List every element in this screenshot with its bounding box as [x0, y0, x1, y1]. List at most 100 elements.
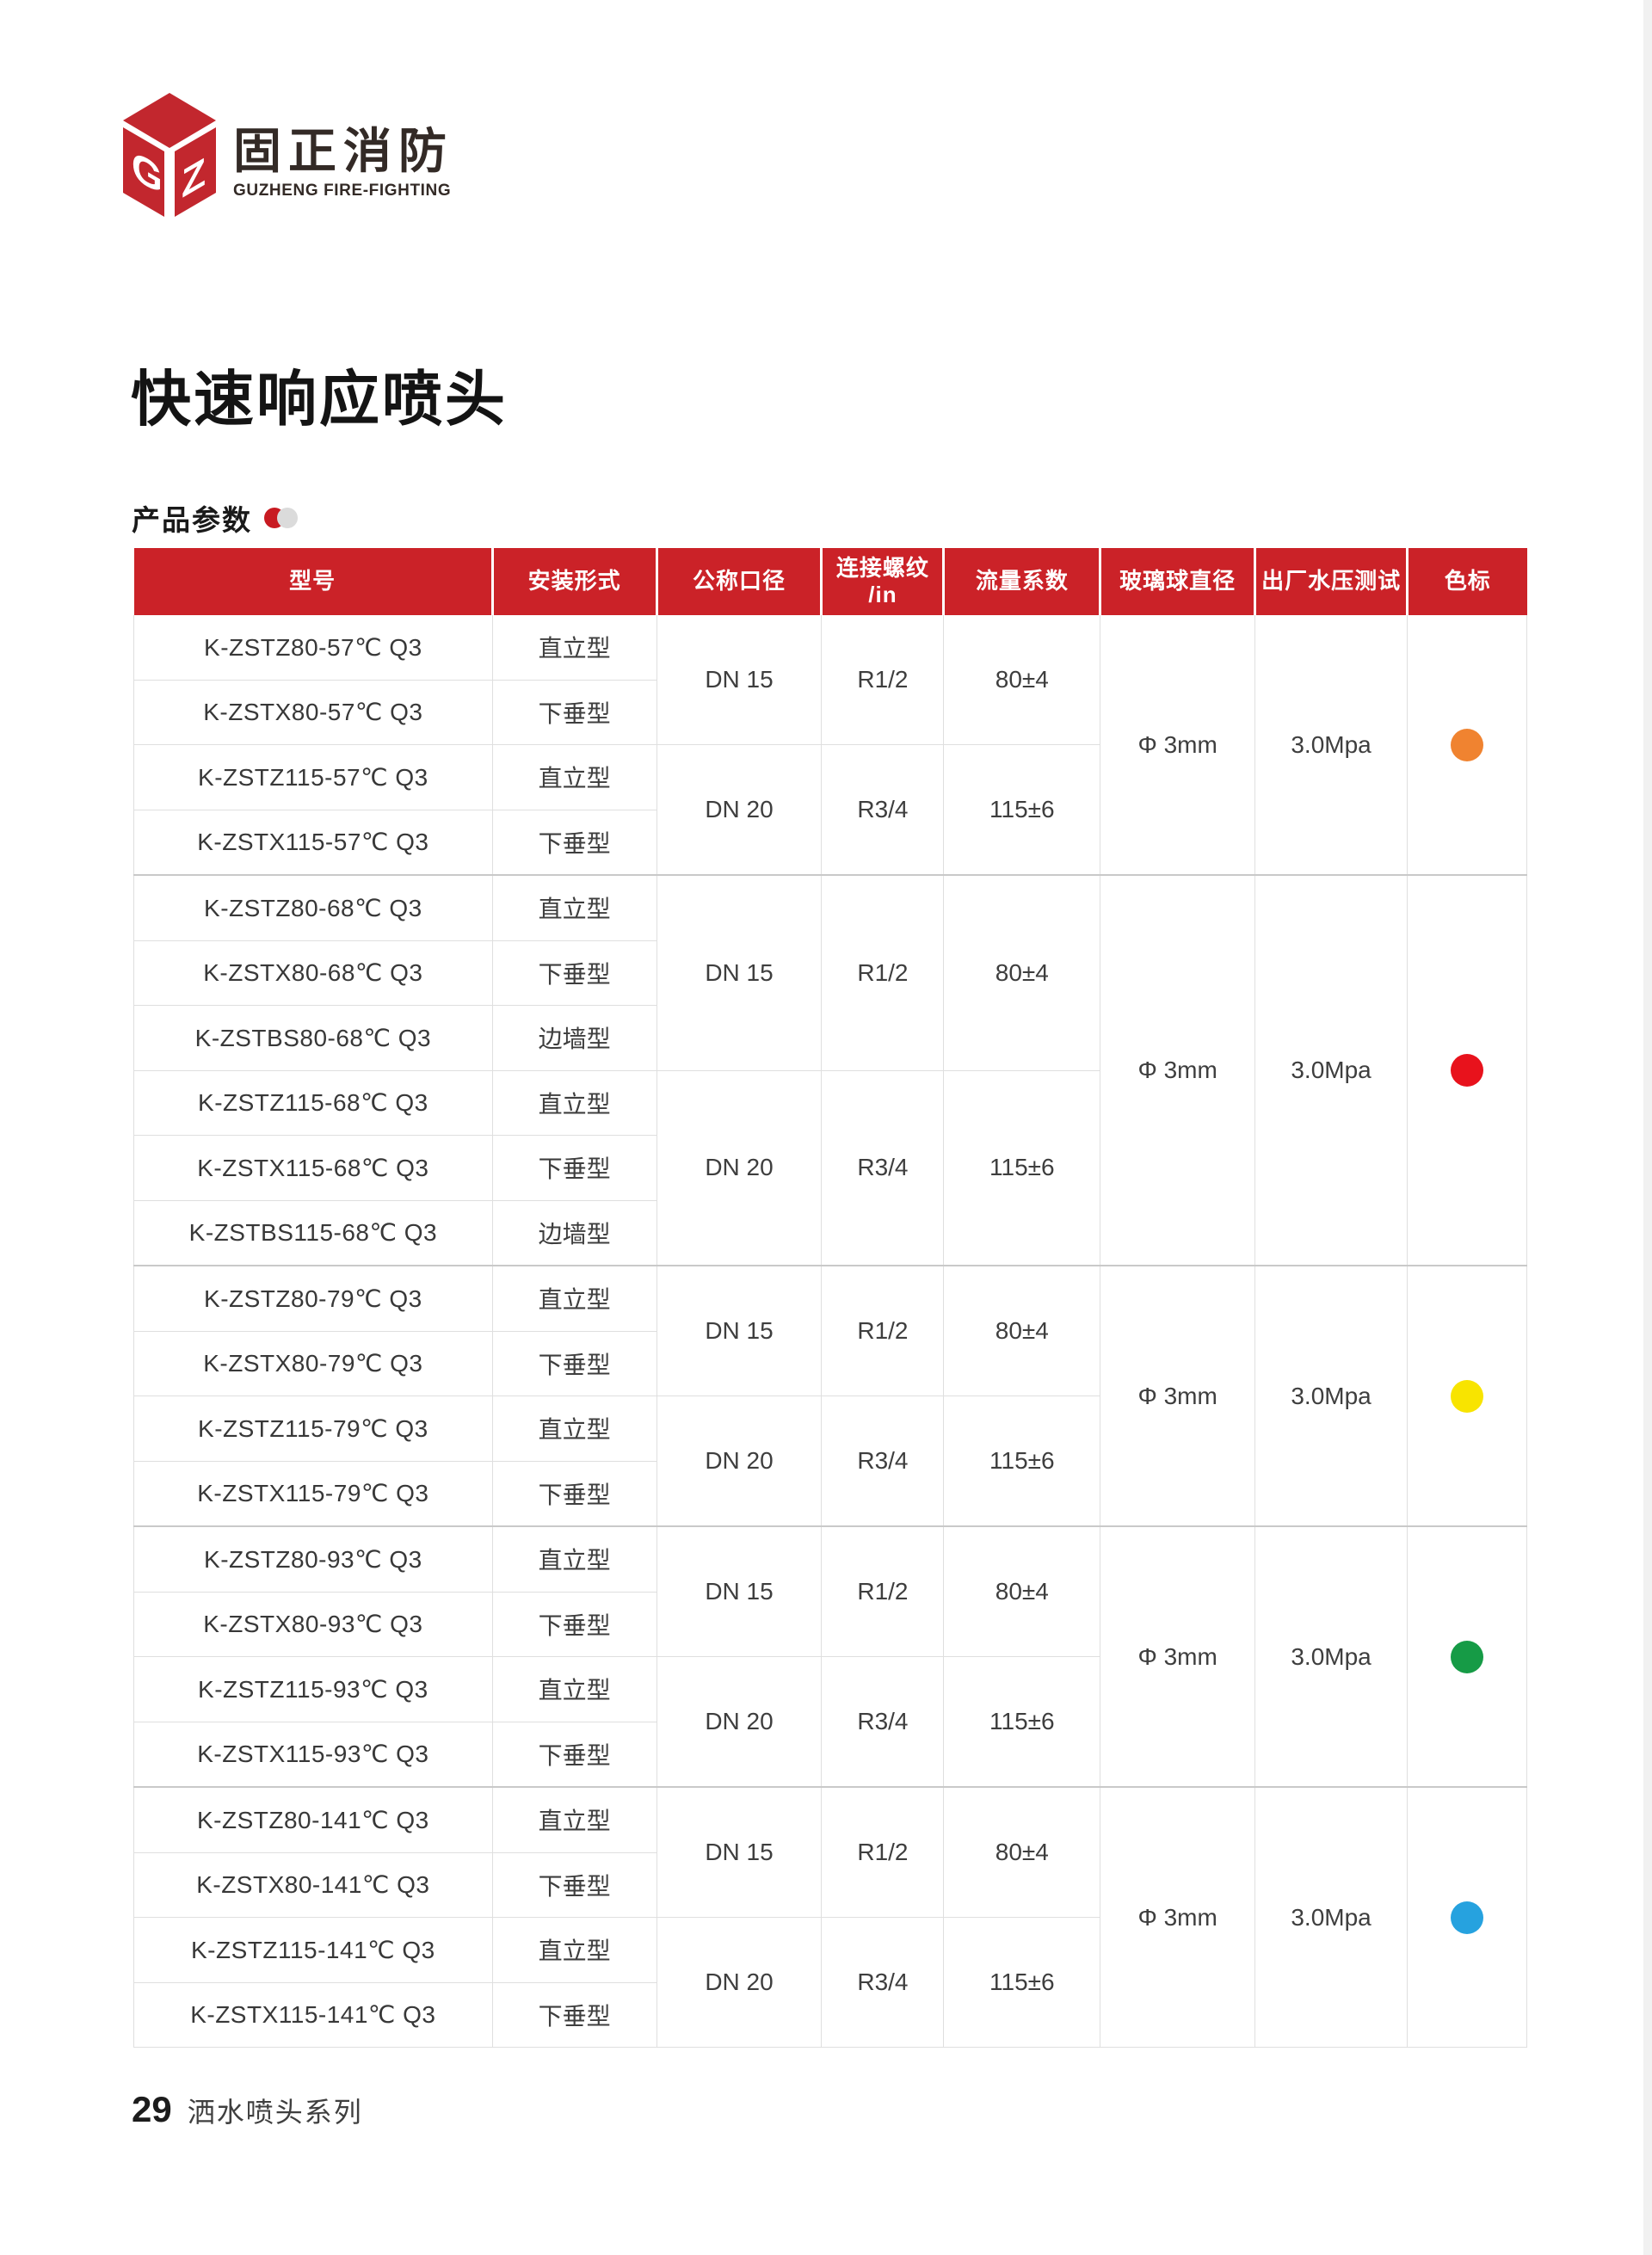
section-label: 产品参数 [132, 504, 252, 536]
brand-text: 固正消防 GUZHENG FIRE-FIGHTING [233, 125, 453, 200]
thread-cell: R1/2 [821, 1786, 945, 1918]
flow-cell: 115±6 [943, 1917, 1101, 2048]
model-cell: K-ZSTZ115-57℃ Q3 [133, 744, 493, 810]
color-cell [1407, 1265, 1527, 1527]
table-row: K-ZSTZ115-141℃ Q3 直立型 DN 20 R3/4 115±6 [133, 1917, 1527, 2048]
thread-cell: R3/4 [821, 1396, 945, 1527]
pressure-cell: 3.0Mpa [1254, 874, 1409, 1266]
table-row: K-ZSTZ80-93℃ Q3 直立型 DN 15 R1/2 80±4 Φ 3mm 3.0M… [133, 1525, 1527, 1788]
dn-cell: DN 20 [656, 1069, 823, 1266]
table-row: K-ZSTX115-141℃ Q3 下垂型 [133, 1981, 1527, 2048]
dn-cell: DN 20 [656, 744, 823, 876]
thread-cell: R3/4 [821, 1917, 945, 2048]
install-cell: 直立型 [491, 1525, 657, 1593]
model-cell: K-ZSTX115-57℃ Q3 [133, 809, 493, 876]
company-logo: G Z 固正消防 GUZHENG FIRE-FIGHTING [118, 90, 453, 221]
col-header-color: 色标 [1407, 548, 1527, 615]
install-cell: 下垂型 [491, 1460, 657, 1527]
table-row: K-ZSTX115-79℃ Q3 下垂型 [133, 1460, 1527, 1527]
model-cell: K-ZSTX80-93℃ Q3 [133, 1591, 493, 1657]
model-cell: K-ZSTX115-79℃ Q3 [133, 1460, 493, 1527]
install-cell: 直立型 [491, 1917, 657, 1983]
brand-name-english: GUZHENG FIRE-FIGHTING [233, 181, 452, 200]
table-row: K-ZSTZ115-57℃ Q3 直立型 DN 20 R3/4 115±6 [133, 744, 1527, 876]
dn-cell: DN 15 [656, 1786, 823, 1918]
green-color-dot [1451, 1640, 1484, 1673]
flow-cell: 80±4 [943, 615, 1101, 745]
table-row: K-ZSTX80-68℃ Q3 下垂型 [133, 940, 1527, 1006]
table-row: K-ZSTX115-93℃ Q3 下垂型 [133, 1721, 1527, 1788]
install-cell: 下垂型 [491, 1851, 657, 1918]
model-cell: K-ZSTZ80-93℃ Q3 [133, 1525, 493, 1593]
page-edge [1643, 0, 1652, 2255]
install-cell: 直立型 [491, 1069, 657, 1136]
orange-color-dot [1451, 728, 1484, 761]
install-cell: 下垂型 [491, 679, 657, 745]
pressure-cell: 3.0Mpa [1254, 615, 1409, 876]
model-cell: K-ZSTX115-141℃ Q3 [133, 1981, 493, 2048]
col-header-bulb: 玻璃球直径 [1100, 548, 1257, 615]
flow-cell: 80±4 [943, 1525, 1101, 1657]
table-row: K-ZSTZ80-57℃ Q3 直立型 DN 15 R1/2 80±4 Φ 3mm 3.0M… [133, 615, 1527, 876]
model-cell: K-ZSTZ80-68℃ Q3 [133, 874, 493, 941]
model-cell: K-ZSTZ80-141℃ Q3 [133, 1786, 493, 1853]
col-header-pressure: 出厂水压测试 [1254, 548, 1409, 615]
model-cell: K-ZSTZ80-79℃ Q3 [133, 1265, 493, 1332]
dn-cell: DN 15 [656, 874, 823, 1071]
gz-cube-logo-icon: G Z [123, 93, 216, 217]
table-row: K-ZSTX115-57℃ Q3 下垂型 [133, 809, 1527, 876]
table-row: K-ZSTX80-79℃ Q3 下垂型 [133, 1330, 1527, 1396]
table-body: K-ZSTZ80-57℃ Q3 直立型 DN 15 R1/2 80±4 Φ 3mm 3.0M… [133, 615, 1527, 2048]
table-row: K-ZSTBS80-68℃ Q3 边墙型 [133, 1005, 1527, 1071]
thread-cell: R1/2 [821, 874, 945, 1071]
model-cell: K-ZSTX115-93℃ Q3 [133, 1721, 493, 1788]
table-row: K-ZSTZ115-79℃ Q3 直立型 DN 20 R3/4 115±6 [133, 1396, 1527, 1527]
dn-cell: DN 20 [656, 1917, 823, 2048]
color-cell [1407, 1525, 1527, 1788]
install-cell: 直立型 [491, 1786, 657, 1853]
bulb-cell: Φ 3mm [1100, 874, 1256, 1266]
dn-cell: DN 15 [656, 615, 823, 745]
install-cell: 边墙型 [491, 1199, 657, 1266]
thread-cell: R1/2 [821, 1265, 945, 1396]
flow-cell: 80±4 [943, 1786, 1101, 1918]
thread-cell: R1/2 [821, 615, 945, 745]
col-header-flow: 流量系数 [943, 548, 1102, 615]
install-cell: 下垂型 [491, 809, 657, 876]
pressure-cell: 3.0Mpa [1254, 1265, 1409, 1527]
table-row: K-ZSTZ115-93℃ Q3 直立型 DN 20 R3/4 115±6 [133, 1656, 1527, 1788]
model-cell: K-ZSTX115-68℃ Q3 [133, 1135, 493, 1201]
flow-cell: 115±6 [943, 744, 1101, 876]
table-row: K-ZSTX115-68℃ Q3 下垂型 [133, 1135, 1527, 1201]
model-cell: K-ZSTZ80-57℃ Q3 [133, 615, 493, 681]
flow-cell: 80±4 [943, 1265, 1101, 1396]
flow-cell: 115±6 [943, 1069, 1101, 1266]
red-gray-dots-icon [264, 508, 302, 528]
gray-dot-icon [277, 508, 298, 528]
dn-cell: DN 20 [656, 1396, 823, 1527]
model-cell: K-ZSTBS80-68℃ Q3 [133, 1005, 493, 1071]
model-cell: K-ZSTX80-79℃ Q3 [133, 1330, 493, 1396]
table-row: K-ZSTX80-141℃ Q3 下垂型 [133, 1851, 1527, 1918]
col-header-install: 安装形式 [492, 548, 658, 615]
install-cell: 直立型 [491, 615, 657, 681]
red-color-dot [1451, 1054, 1484, 1087]
model-cell: K-ZSTZ115-68℃ Q3 [133, 1069, 493, 1136]
page-footer: 29 洒水喷头系列 [132, 2089, 363, 2130]
install-cell: 下垂型 [491, 1330, 657, 1396]
install-cell: 直立型 [491, 1265, 657, 1332]
series-label: 洒水喷头系列 [187, 2097, 363, 2128]
page-number: 29 [132, 2089, 172, 2129]
table-row: K-ZSTZ80-68℃ Q3 直立型 DN 15 R1/2 80±4 Φ 3mm 3.0M… [133, 874, 1527, 1266]
pressure-cell: 3.0Mpa [1254, 1525, 1409, 1788]
yellow-color-dot [1451, 1379, 1484, 1413]
brand-name-chinese: 固正消防 [233, 124, 453, 178]
col-header-model: 型号 [133, 548, 494, 615]
model-cell: K-ZSTX80-141℃ Q3 [133, 1851, 493, 1918]
product-parameters-table: 型号 安装形式 公称口径 连接螺纹/in 流量系数 玻璃球直径 出厂水压测试 色标 K-ZST… [133, 548, 1527, 2048]
table-row: K-ZSTZ115-68℃ Q3 直立型 DN 20 R3/4 115±6 [133, 1069, 1527, 1266]
flow-cell: 80±4 [943, 874, 1101, 1071]
col-header-thread: 连接螺纹/in [821, 548, 946, 615]
install-cell: 下垂型 [491, 1591, 657, 1657]
